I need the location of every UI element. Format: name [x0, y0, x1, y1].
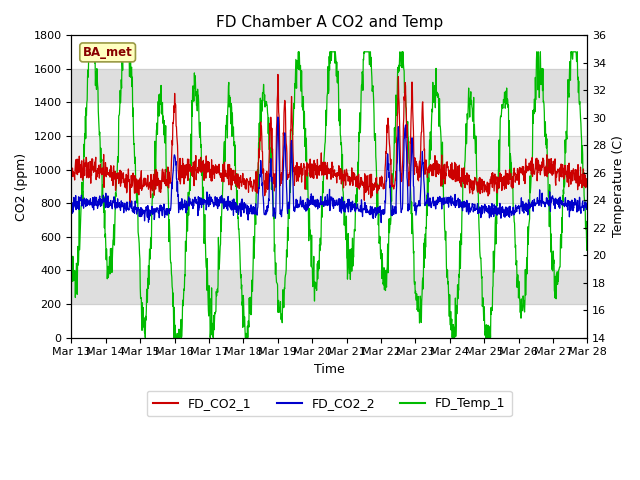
Y-axis label: CO2 (ppm): CO2 (ppm): [15, 152, 28, 220]
Text: BA_met: BA_met: [83, 46, 132, 59]
Bar: [72, 136, 588, 203]
Bar: [72, 69, 588, 103]
Y-axis label: Temperature (C): Temperature (C): [612, 135, 625, 238]
Title: FD Chamber A CO2 and Temp: FD Chamber A CO2 and Temp: [216, 15, 443, 30]
Bar: [72, 270, 588, 304]
X-axis label: Time: Time: [314, 363, 345, 376]
Legend: FD_CO2_1, FD_CO2_2, FD_Temp_1: FD_CO2_1, FD_CO2_2, FD_Temp_1: [147, 391, 512, 416]
